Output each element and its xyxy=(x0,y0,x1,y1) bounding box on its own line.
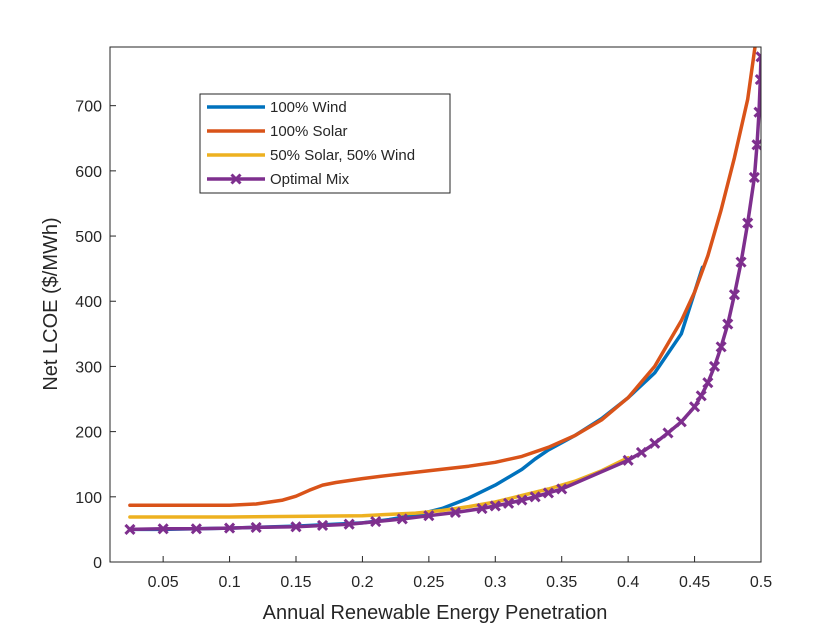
data-point-optimal-mix xyxy=(649,437,661,449)
y-tick-label: 600 xyxy=(75,164,102,181)
data-point-optimal-mix xyxy=(489,500,501,512)
data-point-optimal-mix xyxy=(754,74,761,86)
data-point-optimal-mix xyxy=(370,516,382,528)
data-point-optimal-mix xyxy=(708,360,721,372)
y-tick-label: 400 xyxy=(75,294,102,311)
series-layer xyxy=(124,47,761,535)
y-tick-label: 200 xyxy=(75,425,102,442)
data-point-optimal-mix xyxy=(250,521,262,534)
x-tick-label: 0.15 xyxy=(280,574,311,591)
y-tick-label: 0 xyxy=(93,555,102,572)
legend-entry-50-solar-50-wind: 50% Solar, 50% Wind xyxy=(207,147,415,164)
data-point-optimal-mix xyxy=(695,390,707,402)
x-tick-label: 0.2 xyxy=(351,574,373,591)
x-tick-label: 0.45 xyxy=(679,574,710,591)
data-point-optimal-mix xyxy=(396,513,408,525)
data-point-optimal-mix xyxy=(622,454,634,466)
x-tick-label: 0.3 xyxy=(484,574,506,591)
data-point-optimal-mix xyxy=(635,446,647,459)
data-point-optimal-mix xyxy=(722,318,734,330)
x-tick-label: 0.1 xyxy=(218,574,240,591)
data-point-optimal-mix xyxy=(476,502,488,515)
legend-label: 100% Wind xyxy=(270,99,347,116)
legend-entry-optimal-mix: Optimal Mix xyxy=(207,171,350,188)
axes-box xyxy=(109,46,762,563)
legend-box xyxy=(199,93,451,194)
data-point-optimal-mix xyxy=(735,256,747,268)
data-point-optimal-mix xyxy=(124,523,136,535)
axes-frame xyxy=(109,46,762,563)
y-tick-label: 700 xyxy=(75,99,102,116)
data-point-optimal-mix xyxy=(529,491,541,503)
data-point-optimal-mix xyxy=(753,106,761,118)
legend-entry-100-solar: 100% Solar xyxy=(207,123,348,140)
data-point-optimal-mix xyxy=(728,289,740,301)
x-axis-label: Annual Renewable Energy Penetration xyxy=(263,602,608,624)
data-point-optimal-mix xyxy=(715,341,727,353)
data-point-optimal-mix xyxy=(503,497,515,509)
data-point-optimal-mix xyxy=(556,483,568,495)
y-axis-label: Net LCOE ($/MWh) xyxy=(40,217,62,390)
data-point-optimal-mix xyxy=(343,518,355,530)
series-line-50-solar-50-wind xyxy=(128,455,630,519)
series-50-solar-50-wind xyxy=(128,455,630,519)
data-point-optimal-mix xyxy=(542,487,554,499)
data-point-optimal-mix xyxy=(290,521,302,533)
data-point-optimal-mix xyxy=(224,522,236,534)
data-point-optimal-mix xyxy=(689,401,701,413)
data-point-optimal-mix xyxy=(748,171,760,183)
data-point-optimal-mix xyxy=(751,139,761,151)
legend-label: Optimal Mix xyxy=(270,171,350,188)
series-optimal-mix xyxy=(124,51,761,535)
x-axis: 0.05 0.1 0.15 0.2 0.25 0.3 0.35 0.4 0.45 0.5 xyxy=(148,556,772,591)
legend-label: 50% Solar, 50% Wind xyxy=(270,147,415,164)
x-tick-label: 0.35 xyxy=(546,574,577,591)
y-tick-label: 500 xyxy=(75,229,102,246)
data-point-optimal-mix xyxy=(662,427,674,439)
data-point-optimal-mix xyxy=(157,523,169,535)
data-point-optimal-mix xyxy=(190,523,202,535)
data-point-optimal-mix xyxy=(423,510,435,522)
x-tick-label: 0.25 xyxy=(413,574,444,591)
legend: 100% Wind 100% Solar 50% Solar, 50% Wind O… xyxy=(199,93,451,194)
data-point-optimal-mix xyxy=(755,51,761,63)
x-tick-label: 0.05 xyxy=(148,574,179,591)
x-tick-label: 0.4 xyxy=(617,574,639,591)
data-point-optimal-mix xyxy=(742,217,754,229)
data-point-optimal-mix xyxy=(675,416,687,428)
series-100-solar xyxy=(128,47,757,508)
data-point-optimal-mix xyxy=(516,494,528,506)
series-line-100-solar xyxy=(128,47,757,508)
legend-entry-100-wind: 100% Wind xyxy=(207,99,347,116)
data-point-optimal-mix xyxy=(449,506,461,519)
y-tick-label: 100 xyxy=(75,490,102,507)
legend-marker xyxy=(230,173,242,185)
data-point-optimal-mix xyxy=(702,377,714,389)
data-point-optimal-mix xyxy=(317,519,329,532)
series-line-optimal-mix xyxy=(128,55,761,532)
y-axis: 0 100 200 300 400 500 600 700 xyxy=(75,99,116,572)
y-tick-label: 300 xyxy=(75,359,102,376)
x-tick-label: 0.5 xyxy=(750,574,772,591)
legend-label: 100% Solar xyxy=(270,123,348,140)
